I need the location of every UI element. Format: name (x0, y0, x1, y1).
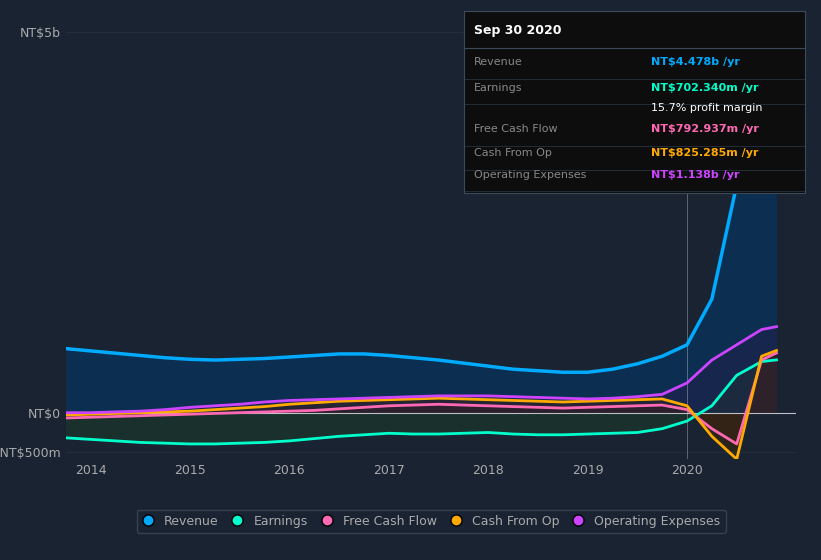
Text: Revenue: Revenue (474, 57, 523, 67)
Text: 15.7% profit margin: 15.7% profit margin (651, 102, 763, 113)
Text: Sep 30 2020: Sep 30 2020 (474, 24, 562, 37)
Text: NT$825.285m /yr: NT$825.285m /yr (651, 148, 759, 158)
Text: Cash From Op: Cash From Op (474, 148, 552, 158)
Text: NT$4.478b /yr: NT$4.478b /yr (651, 57, 741, 67)
Text: NT$702.340m /yr: NT$702.340m /yr (651, 83, 759, 92)
Text: NT$1.138b /yr: NT$1.138b /yr (651, 170, 740, 180)
Text: Free Cash Flow: Free Cash Flow (474, 124, 557, 134)
Legend: Revenue, Earnings, Free Cash Flow, Cash From Op, Operating Expenses: Revenue, Earnings, Free Cash Flow, Cash … (136, 510, 726, 533)
Text: Operating Expenses: Operating Expenses (474, 170, 586, 180)
Text: NT$792.937m /yr: NT$792.937m /yr (651, 124, 759, 134)
Text: Earnings: Earnings (474, 83, 523, 92)
